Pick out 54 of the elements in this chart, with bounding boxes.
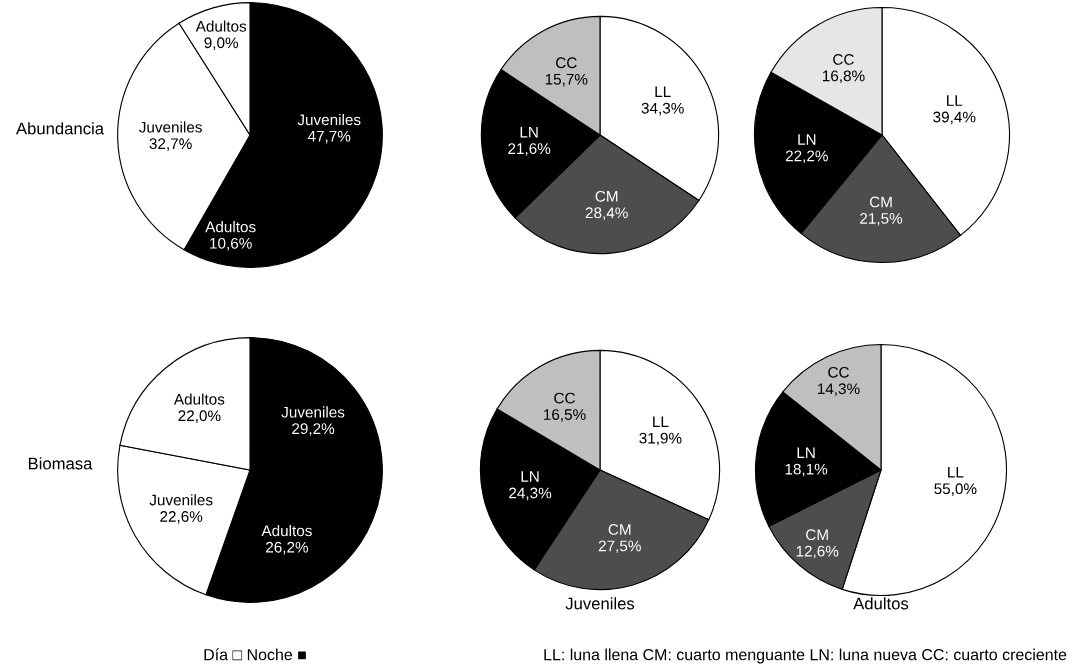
data-label: 47,7% — [307, 130, 351, 144]
data-label: 39,4% — [933, 111, 976, 125]
slice-label: LN — [797, 447, 815, 458]
data-label: 21,5% — [860, 212, 903, 226]
slice-label: CC — [833, 54, 854, 65]
slice-label: LL — [947, 95, 963, 106]
text: LL: luna llena CM: cuarto menguante LN: luna nueva CC: cuarto creciente — [544, 648, 1067, 664]
data-label: 12,6% — [796, 545, 839, 559]
data-label: 28,4% — [585, 207, 628, 220]
data-label: 16,8% — [822, 70, 865, 84]
slice-label: Adultos — [195, 20, 247, 32]
data-label: 22,6% — [160, 511, 203, 524]
text: Adultos — [853, 597, 909, 610]
data-label: 27,5% — [598, 540, 641, 554]
text: Juveniles — [565, 597, 635, 610]
slice-label: CC — [556, 57, 577, 69]
slice-label: Juveniles — [297, 113, 361, 126]
slice-label: Adultos — [205, 221, 256, 233]
slice-label: CM — [595, 190, 618, 202]
data-label: 22,2% — [785, 150, 828, 164]
text: Abundancia — [16, 122, 105, 135]
slice-label: CC — [828, 366, 849, 378]
slice-label: CM — [608, 524, 631, 535]
text: Día □ Noche ■ — [204, 648, 306, 661]
data-label: 24,3% — [509, 487, 552, 501]
slice-label: Juveniles — [139, 121, 202, 133]
data-label: 10,6% — [210, 237, 252, 251]
data-label: 32,7% — [149, 138, 192, 151]
data-label: 18,1% — [785, 463, 828, 477]
slice-label: LN — [798, 134, 816, 145]
data-label: 55,0% — [934, 483, 977, 496]
slice-label: CC — [554, 392, 575, 404]
data-label: 26,2% — [266, 541, 309, 555]
data-label: 15,7% — [545, 73, 588, 87]
slice-label: Juveniles — [281, 406, 345, 418]
slice-label: LN — [520, 126, 538, 138]
slice-label: CM — [806, 529, 828, 541]
slice-label: LL — [655, 86, 671, 98]
data-label: 16,5% — [544, 409, 586, 422]
data-label: 22,0% — [178, 410, 221, 423]
slice-label: LL — [948, 466, 964, 478]
slice-label: Juveniles — [149, 494, 213, 506]
slice-label: LL — [653, 416, 669, 427]
data-label: 31,9% — [639, 432, 682, 446]
slice-label: Adultos — [261, 524, 312, 537]
slice-label: Adultos — [173, 393, 225, 405]
data-label: 9,0% — [204, 37, 239, 50]
data-label: 21,6% — [508, 143, 551, 156]
data-label: 34,3% — [641, 102, 684, 116]
slice-label: LN — [521, 471, 539, 482]
data-label: 14,3% — [818, 383, 860, 396]
text: Biomasa — [28, 457, 93, 470]
slice-label: CM — [869, 196, 892, 208]
data-label: 29,2% — [292, 423, 335, 436]
